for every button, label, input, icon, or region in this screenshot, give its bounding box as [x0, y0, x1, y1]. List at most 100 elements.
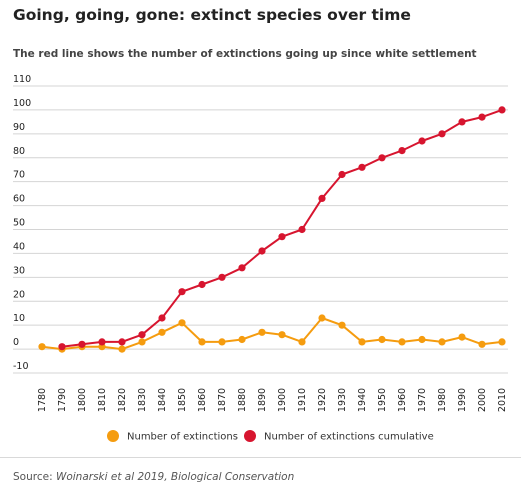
- data-point: [158, 328, 166, 336]
- x-tick-label: 1970: [417, 388, 428, 412]
- legend-swatch-extinctions: [107, 430, 119, 442]
- data-point: [158, 314, 166, 322]
- data-point: [118, 338, 126, 346]
- x-tick-label: 1880: [237, 388, 248, 412]
- data-point: [438, 338, 446, 346]
- x-tick-label: 1810: [97, 388, 108, 412]
- legend-label-extinctions: Number of extinctions: [127, 432, 238, 443]
- data-point: [358, 163, 366, 171]
- data-point: [278, 331, 286, 339]
- data-point: [398, 338, 406, 346]
- y-axis-ticks: -10 0 10 20 30 40 50 60 70 80 90 100 110: [13, 74, 31, 372]
- data-point: [318, 194, 326, 202]
- x-tick-label: 1960: [397, 388, 408, 412]
- x-tick-label: 1860: [197, 388, 208, 412]
- data-point: [498, 106, 506, 114]
- data-point: [498, 338, 506, 346]
- data-point: [458, 333, 466, 341]
- data-point: [38, 343, 46, 351]
- data-point: [98, 338, 106, 346]
- x-tick-label: 1950: [377, 388, 388, 412]
- data-point: [58, 343, 66, 351]
- y-tick-label: 80: [13, 146, 25, 157]
- data-point: [278, 233, 286, 241]
- series-line: [61, 108, 503, 348]
- y-tick-label: 40: [13, 241, 25, 252]
- data-point: [238, 335, 246, 344]
- chart-subtitle: The red line shows the number of extinct…: [13, 48, 477, 60]
- line-chart: -10 0 10 20 30 40 50 60 70 80 90 100 110 1780 1790 180…: [13, 74, 508, 443]
- data-point: [118, 345, 126, 353]
- data-point: [198, 338, 206, 346]
- data-point: [318, 314, 326, 322]
- data-point: [478, 340, 486, 348]
- y-tick-label: 60: [13, 194, 25, 205]
- x-tick-label: 1940: [357, 388, 368, 412]
- x-tick-label: 1780: [37, 388, 48, 412]
- data-point: [258, 328, 266, 336]
- data-point: [338, 170, 346, 179]
- x-tick-label: 1840: [157, 388, 168, 412]
- data-point: [78, 340, 86, 348]
- series-layer: [38, 106, 506, 353]
- data-point: [178, 288, 186, 296]
- data-point: [338, 321, 346, 329]
- x-tick-label: 1910: [297, 388, 308, 412]
- data-point: [418, 335, 426, 344]
- data-point: [438, 130, 446, 138]
- x-tick-label: 2000: [477, 388, 488, 412]
- y-tick-label: 30: [13, 265, 25, 276]
- y-tick-label: 10: [13, 313, 25, 324]
- data-point: [298, 338, 306, 346]
- y-tick-label: 0: [13, 337, 19, 348]
- data-point: [198, 280, 206, 289]
- x-tick-label: 1800: [77, 388, 88, 412]
- source-reference: Woinarski et al 2019, Biological Conserv…: [55, 471, 295, 483]
- footer-divider: [0, 457, 521, 458]
- data-point: [258, 247, 266, 255]
- x-tick-label: 1990: [457, 388, 468, 412]
- series-extinctions-cumulative: [58, 106, 506, 351]
- source-note: Source: Woinarski et al 2019, Biological…: [13, 471, 294, 483]
- gridlines: [13, 85, 508, 374]
- legend-swatch-cumulative: [244, 430, 256, 442]
- x-tick-label: 1850: [177, 388, 188, 412]
- source-prefix: Source:: [13, 471, 56, 483]
- series-extinctions: [38, 314, 506, 353]
- data-point: [178, 319, 186, 327]
- y-tick-label: 70: [13, 170, 25, 181]
- data-point: [298, 225, 306, 234]
- data-point: [478, 113, 486, 121]
- x-axis-ticks: 1780 1790 1800 1810 1820 1830 1840 1850 1860 1870…: [37, 388, 508, 412]
- x-tick-label: 1980: [437, 388, 448, 412]
- data-point: [218, 338, 226, 346]
- data-point: [458, 118, 466, 126]
- data-point: [358, 338, 366, 346]
- x-tick-label: 2010: [497, 388, 508, 412]
- x-tick-label: 1820: [117, 388, 128, 412]
- x-tick-label: 1930: [337, 388, 348, 412]
- y-tick-label: 110: [13, 74, 31, 85]
- legend-label-cumulative: Number of extinctions cumulative: [264, 432, 434, 443]
- y-tick-label: 90: [13, 122, 25, 133]
- x-tick-label: 1920: [317, 388, 328, 412]
- x-tick-label: 1830: [137, 388, 148, 412]
- data-point: [398, 147, 406, 155]
- data-point: [218, 273, 226, 281]
- data-point: [138, 338, 146, 346]
- data-point: [418, 137, 426, 145]
- x-tick-label: 1870: [217, 388, 228, 412]
- x-tick-label: 1790: [57, 388, 68, 412]
- data-point: [138, 331, 146, 339]
- data-point: [378, 335, 386, 344]
- series-line: [41, 317, 503, 351]
- y-tick-label: 100: [13, 98, 31, 109]
- legend: Number of extinctions Number of extinctio…: [107, 430, 434, 443]
- x-tick-label: 1890: [257, 388, 268, 412]
- data-point: [378, 154, 386, 162]
- y-tick-label: 20: [13, 289, 25, 300]
- chart-title: Going, going, gone: extinct species over…: [13, 6, 411, 24]
- y-tick-label: -10: [13, 361, 29, 372]
- y-tick-label: 50: [13, 218, 25, 229]
